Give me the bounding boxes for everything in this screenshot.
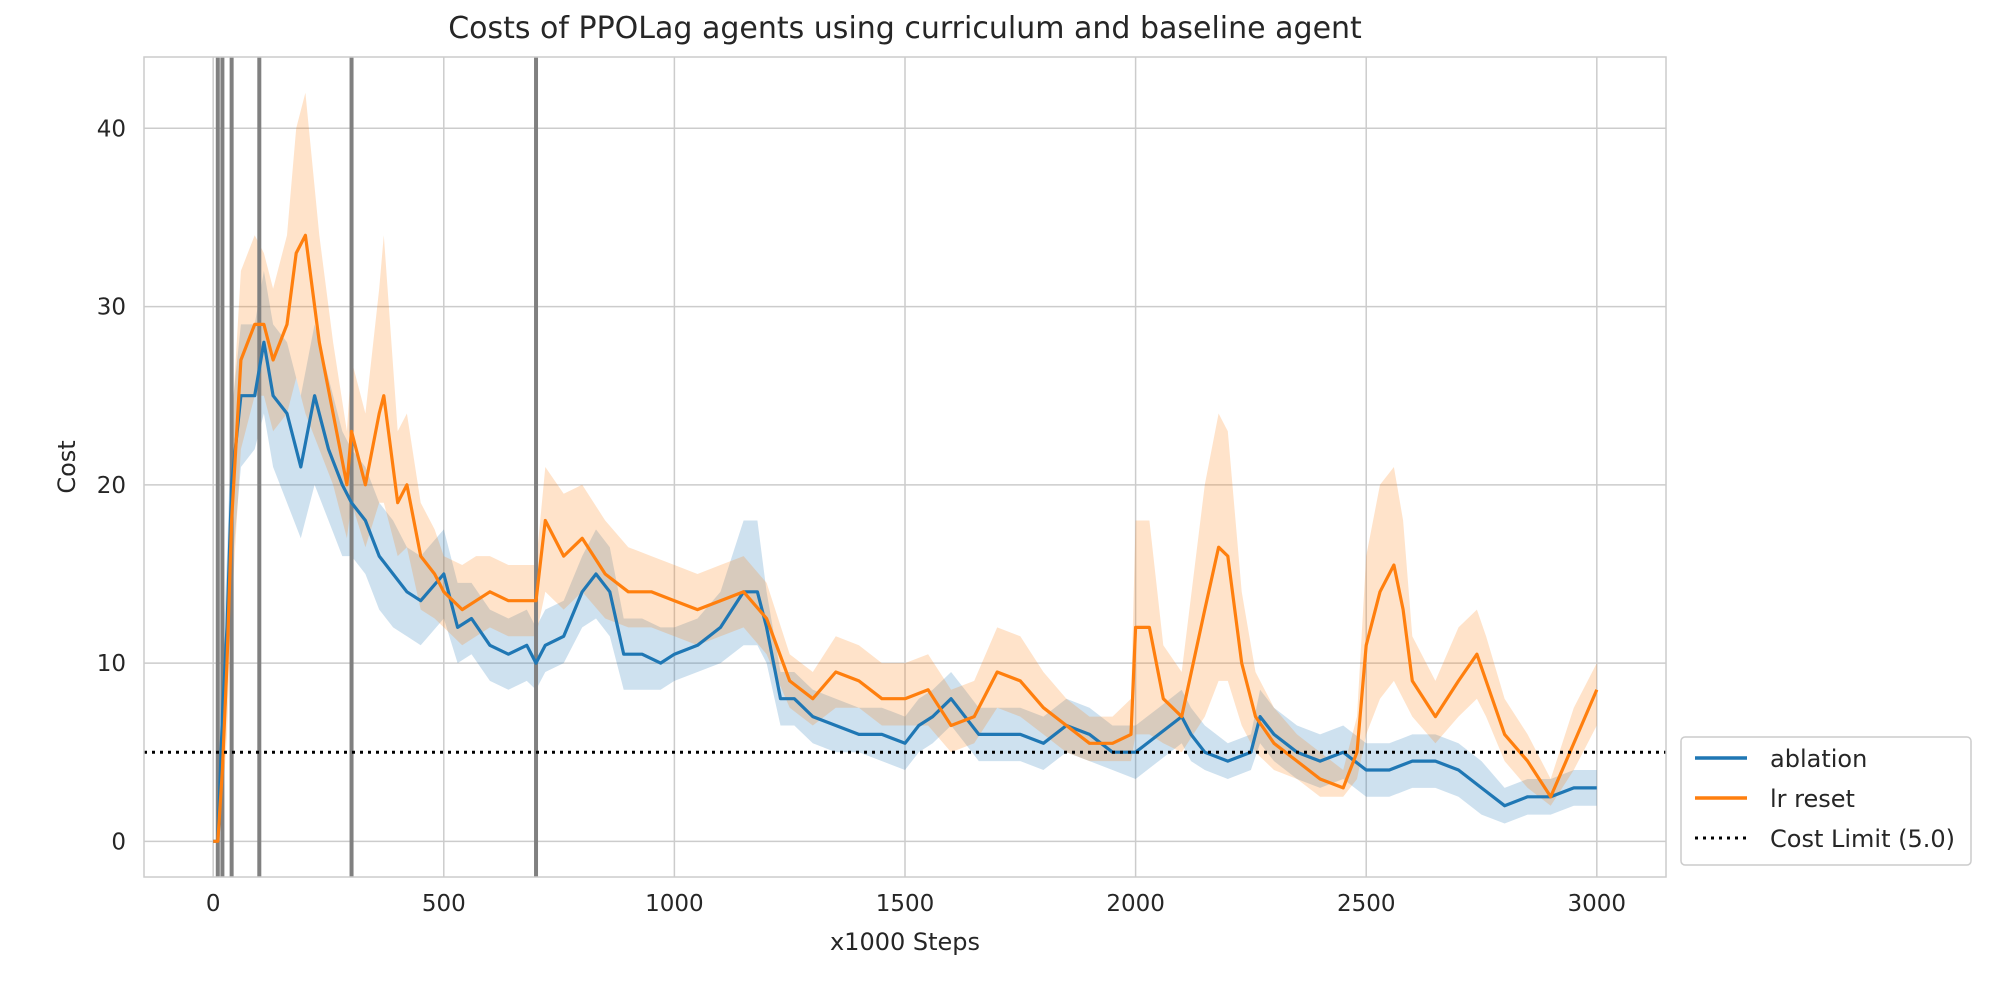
chart-title: Costs of PPOLag agents using curriculum … xyxy=(448,11,1362,46)
y-tick-label: 0 xyxy=(111,829,126,855)
grid xyxy=(144,57,1666,877)
curriculum-switch-lines xyxy=(215,57,539,877)
y-tick-label: 30 xyxy=(97,295,126,321)
legend-label-cost-limit: Cost Limit (5.0) xyxy=(1770,825,1955,853)
legend: ablation lr reset Cost Limit (5.0) xyxy=(1680,736,1972,866)
x-tick-label: 2000 xyxy=(1106,891,1165,917)
x-tick-labels: 0 500 1000 1500 2000 2500 3000 xyxy=(206,891,1626,917)
x-tick-label: 3000 xyxy=(1568,891,1627,917)
confidence-bands xyxy=(213,92,1597,842)
x-tick-label: 0 xyxy=(206,891,221,917)
x-tick-label: 2500 xyxy=(1337,891,1396,917)
x-tick-label: 1500 xyxy=(876,891,935,917)
plot-frame xyxy=(143,56,1667,878)
line-ablation xyxy=(213,340,1597,843)
legend-box xyxy=(1680,736,1972,866)
x-tick-label: 1000 xyxy=(645,891,704,917)
y-tick-label: 40 xyxy=(97,116,126,142)
y-tick-label: 10 xyxy=(97,651,126,677)
band-ablation xyxy=(213,270,1597,842)
x-axis-label: x1000 Steps xyxy=(830,928,980,956)
y-tick-label: 20 xyxy=(97,473,126,499)
y-tick-labels: 0 10 20 30 40 xyxy=(97,116,126,855)
line-lr-reset xyxy=(213,233,1599,843)
x-tick-label: 500 xyxy=(422,891,466,917)
legend-label-lr-reset: lr reset xyxy=(1770,785,1855,813)
y-axis-label: Cost xyxy=(53,440,81,493)
series-lines xyxy=(213,233,1599,843)
band-lr-reset xyxy=(213,92,1597,842)
legend-label-ablation: ablation xyxy=(1770,745,1867,773)
